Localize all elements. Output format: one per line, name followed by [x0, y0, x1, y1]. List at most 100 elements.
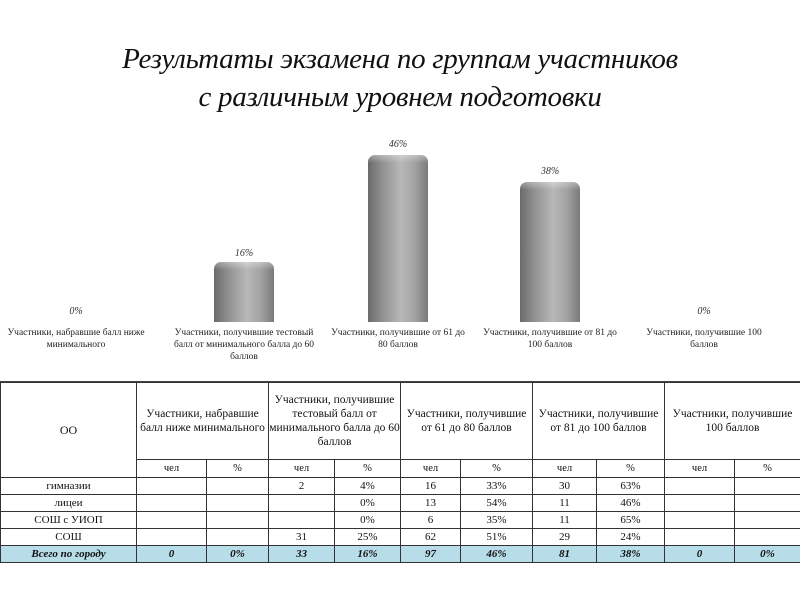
table-cell: 13: [400, 494, 462, 512]
table-cell: 25%: [334, 528, 402, 546]
category-label: Участники, набравшие балл ниже минимальн…: [7, 328, 145, 350]
table-cell: 24%: [596, 528, 666, 546]
table-cell: [136, 511, 207, 529]
bar-value-label: 46%: [388, 139, 408, 150]
category-label: Участники, получившие от 81 до 100 балло…: [483, 328, 617, 350]
table-cell: [664, 511, 736, 529]
table-cell: 11: [532, 511, 598, 529]
category-label: Участники, получившие тестовый балл от м…: [174, 328, 315, 362]
table-row: СОШ с УИОП 0% 6 35% 11 65%: [0, 511, 800, 529]
table-cell: 6: [400, 511, 462, 529]
subheader-cell: чел: [400, 459, 462, 478]
subheader-cell: чел: [268, 459, 336, 478]
subheader-cell: чел: [664, 459, 736, 478]
table-cell: [268, 494, 336, 512]
table-cell: [205, 511, 270, 529]
table-cell: [205, 528, 270, 546]
row-label: СОШ: [0, 528, 137, 546]
table-cell: [136, 528, 207, 546]
bar-group-81-100: 38% Участники, получившие от 81 до 100 б…: [474, 130, 626, 380]
chart-title: Результаты экзамена по группам участнико…: [0, 40, 800, 116]
bar-min-to-60: [214, 262, 274, 322]
table-row: гимназии 2 4% 16 33% 30 63%: [0, 477, 800, 495]
chart-title-line2: с различным уровнем подготовки: [198, 81, 602, 113]
table-cell: 30: [532, 477, 598, 495]
table-total-row: Всего по городу 0 0% 33 16% 97 46% 81 38…: [0, 545, 800, 563]
table-cell: 62: [400, 528, 462, 546]
table-cell: 29: [532, 528, 598, 546]
total-cell: 16%: [334, 545, 402, 563]
table-cell: 33%: [460, 477, 534, 495]
total-label: Всего по городу: [0, 545, 137, 563]
subheader-cell: %: [734, 459, 800, 478]
total-cell: 0%: [734, 545, 800, 563]
table-cell: [136, 477, 207, 495]
row-label: гимназии: [0, 477, 137, 495]
table-cell: [205, 477, 270, 495]
table-cell: [734, 494, 800, 512]
table-header-row: ОО Участники, набравшие балл ниже минима…: [0, 382, 800, 478]
table-cell: [664, 477, 736, 495]
corner-header: ОО: [0, 382, 137, 478]
table-cell: 46%: [596, 494, 666, 512]
row-label: СОШ с УИОП: [0, 511, 137, 529]
table-cell: 0%: [334, 511, 402, 529]
table-cell: 11: [532, 494, 598, 512]
chart-title-line1: Результаты экзамена по группам участнико…: [122, 43, 678, 75]
total-cell: 0: [664, 545, 736, 563]
subheader-cell: %: [205, 459, 270, 478]
table-cell: [734, 477, 800, 495]
bar-group-100: 0% Участники, получившие 100 баллов: [628, 130, 780, 380]
table-cell: 51%: [460, 528, 534, 546]
group-header: Участники, получившие тестовый балл от м…: [268, 382, 402, 460]
bar-group-61-80: 46% Участники, получившие от 61 до 80 ба…: [322, 130, 474, 380]
total-cell: 0%: [205, 545, 270, 563]
bar-group-min-to-60: 16% Участники, получившие тестовый балл …: [168, 130, 320, 380]
subheader-cell: %: [596, 459, 666, 478]
bar-chart: 0% Участники, набравшие балл ниже минима…: [0, 130, 800, 380]
table-row: лицеи 0% 13 54% 11 46%: [0, 494, 800, 512]
table-cell: [734, 511, 800, 529]
results-table: ОО Участники, набравшие балл ниже минима…: [0, 382, 800, 563]
total-cell: 97: [400, 545, 462, 563]
bar-value-label: 0%: [69, 306, 83, 317]
total-cell: 33: [268, 545, 336, 563]
bar-group-below-min: 0% Участники, набравшие балл ниже минима…: [0, 130, 152, 380]
total-cell: 46%: [460, 545, 534, 563]
table-cell: [664, 528, 736, 546]
table-subheader-row: чел % чел % чел % чел % чел %: [1, 459, 800, 478]
subheader-cell: чел: [136, 459, 207, 478]
table-cell: [136, 494, 207, 512]
table-cell: 35%: [460, 511, 534, 529]
total-cell: 81: [532, 545, 598, 563]
table-cell: [734, 528, 800, 546]
subheader-cell: чел: [532, 459, 598, 478]
subheader-cell: %: [334, 459, 402, 478]
bar-81-100: [520, 182, 580, 322]
group-header: Участники, набравшие балл ниже минимальн…: [135, 382, 270, 460]
table-cell: 2: [268, 477, 336, 495]
group-header: Участники, получившие 100 баллов: [664, 382, 800, 460]
row-label: лицеи: [0, 494, 137, 512]
group-header: Участники, получившие от 61 до 80 баллов: [400, 382, 534, 460]
bar-value-label: 0%: [697, 306, 711, 317]
table-cell: [664, 494, 736, 512]
table-cell: 65%: [596, 511, 666, 529]
table-cell: 31: [268, 528, 336, 546]
bar-value-label: 16%: [234, 248, 254, 259]
category-label: Участники, получившие 100 баллов: [646, 328, 762, 350]
table-cell: 63%: [596, 477, 666, 495]
total-cell: 0: [136, 545, 207, 563]
table-cell: 0%: [334, 494, 402, 512]
category-label: Участники, получившие от 61 до 80 баллов: [331, 328, 465, 350]
table-cell: 16: [400, 477, 462, 495]
table-row: СОШ 31 25% 62 51% 29 24%: [0, 528, 800, 546]
group-header: Участники, получившие от 81 до 100 балло…: [532, 382, 666, 460]
table-cell: [268, 511, 336, 529]
table-cell: 4%: [334, 477, 402, 495]
table-cell: 54%: [460, 494, 534, 512]
bar-61-80: [368, 155, 428, 322]
bar-value-label: 38%: [540, 166, 560, 177]
subheader-cell: %: [460, 459, 534, 478]
total-cell: 38%: [596, 545, 666, 563]
